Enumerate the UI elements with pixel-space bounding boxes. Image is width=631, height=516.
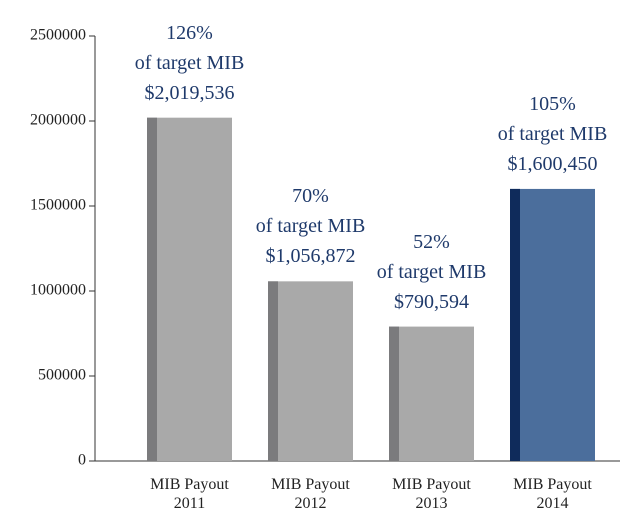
bar-shade: [389, 326, 399, 461]
bar-shade: [510, 188, 520, 461]
bar-shade: [268, 281, 278, 461]
x-tick-label: MIB Payout 2013: [392, 476, 471, 512]
y-tick-label: 2500000: [30, 27, 86, 44]
value-label: $2,019,536: [144, 81, 235, 104]
bar: [389, 326, 474, 461]
percent-label: 105%: [529, 92, 576, 115]
bar-label: 126% of target MIB $2,019,536: [115, 18, 265, 108]
y-tick-label: 0: [78, 452, 86, 469]
bar-label: 105% of target MIB $1,600,450: [478, 89, 628, 179]
percent-label: 52%: [413, 230, 450, 253]
y-tick-label: 500000: [38, 367, 86, 384]
bar-label: 52% of target MIB $790,594: [357, 227, 507, 317]
bar-shade: [147, 117, 157, 461]
percent-label: 126%: [166, 21, 213, 44]
target-label: of target MIB: [497, 122, 608, 145]
y-tick-label: 1500000: [30, 197, 86, 214]
target-label: of target MIB: [134, 51, 245, 74]
value-label: $790,594: [394, 290, 469, 313]
target-label: of target MIB: [255, 215, 366, 238]
bar: [268, 281, 353, 461]
x-tick-label: MIB Payout 2011: [150, 476, 229, 512]
x-tick-label: MIB Payout 2012: [271, 476, 350, 512]
x-tick-label: MIB Payout 2014: [513, 476, 592, 512]
value-label: $1,600,450: [507, 152, 598, 175]
bar-label: 70% of target MIB $1,056,872: [236, 181, 386, 271]
y-tick-label: 1000000: [30, 282, 86, 299]
bar: [147, 117, 232, 461]
target-label: of target MIB: [376, 260, 487, 283]
bar: [510, 188, 595, 461]
percent-label: 70%: [292, 185, 329, 208]
y-tick-label: 2000000: [30, 112, 86, 129]
value-label: $1,056,872: [265, 245, 356, 268]
